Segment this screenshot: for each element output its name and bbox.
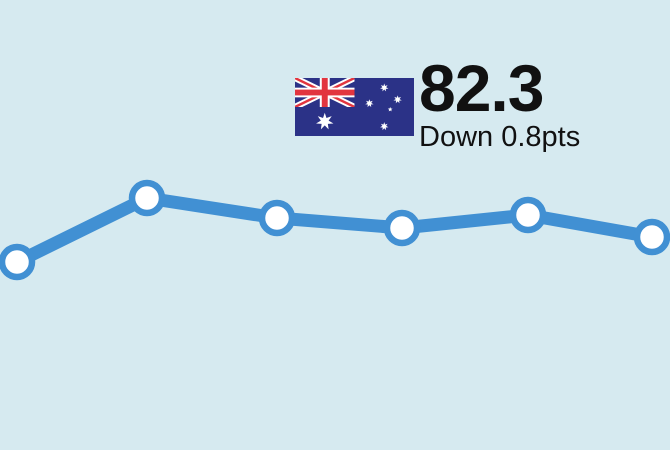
headline-block: 82.3 Down 0.8pts xyxy=(419,51,581,153)
data-point-marker xyxy=(509,196,547,234)
index-value: 82.3 xyxy=(419,51,544,125)
data-point-marker xyxy=(128,179,166,217)
australia-flag-icon xyxy=(295,78,414,136)
trend-line xyxy=(10,191,659,269)
data-point-marker xyxy=(258,199,296,237)
data-point-marker xyxy=(0,243,36,281)
data-point-marker xyxy=(383,209,421,247)
data-point-marker xyxy=(633,218,670,256)
index-change-label: Down 0.8pts xyxy=(419,121,581,153)
